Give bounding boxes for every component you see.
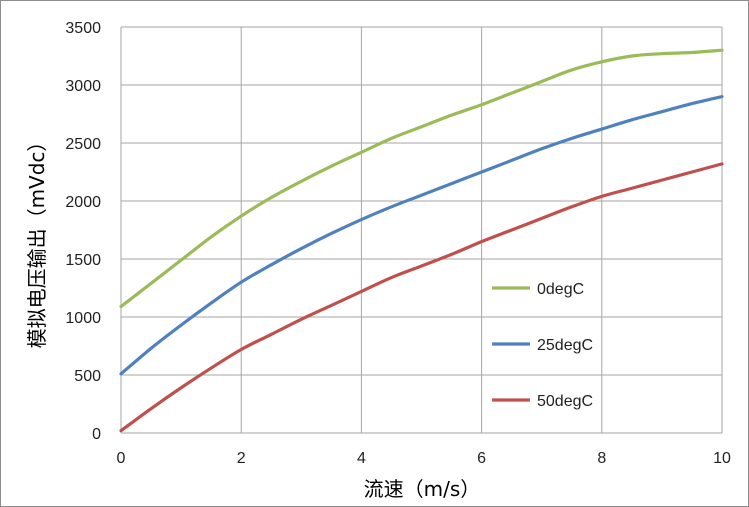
legend-label: 50degC bbox=[537, 393, 593, 410]
x-tick-labels: 0 2 4 6 8 10 bbox=[117, 450, 731, 467]
y-tick-label: 1000 bbox=[65, 310, 101, 327]
y-axis-title: 模拟电压输出（mVdc） bbox=[25, 132, 49, 349]
series-lines bbox=[119, 48, 724, 433]
series-line-50degC bbox=[119, 162, 724, 433]
x-tick-label: 0 bbox=[117, 450, 126, 467]
x-tick-label: 6 bbox=[477, 450, 486, 467]
x-tick-label: 2 bbox=[237, 450, 246, 467]
legend-label: 0degC bbox=[537, 281, 584, 298]
y-tick-label: 2000 bbox=[65, 194, 101, 211]
y-tick-labels: 0 500 1000 1500 2000 2500 3000 3500 bbox=[65, 20, 101, 443]
y-tick-label: 3000 bbox=[65, 78, 101, 95]
x-axis-title: 流速（m/s） bbox=[364, 477, 481, 501]
x-tick-label: 4 bbox=[357, 450, 366, 467]
legend-label: 25degC bbox=[537, 337, 593, 354]
y-tick-label: 3500 bbox=[65, 20, 101, 37]
x-tick-label: 8 bbox=[597, 450, 606, 467]
series-line-0degC bbox=[119, 48, 724, 309]
grid-lines bbox=[120, 26, 723, 434]
series-line-25degC bbox=[119, 95, 724, 376]
x-tick-label: 10 bbox=[713, 450, 731, 467]
y-tick-label: 0 bbox=[92, 426, 101, 443]
y-tick-label: 500 bbox=[74, 368, 101, 385]
y-tick-label: 2500 bbox=[65, 136, 101, 153]
y-tick-label: 1500 bbox=[65, 252, 101, 269]
legend: 0degC 25degC 50degC bbox=[492, 281, 593, 410]
